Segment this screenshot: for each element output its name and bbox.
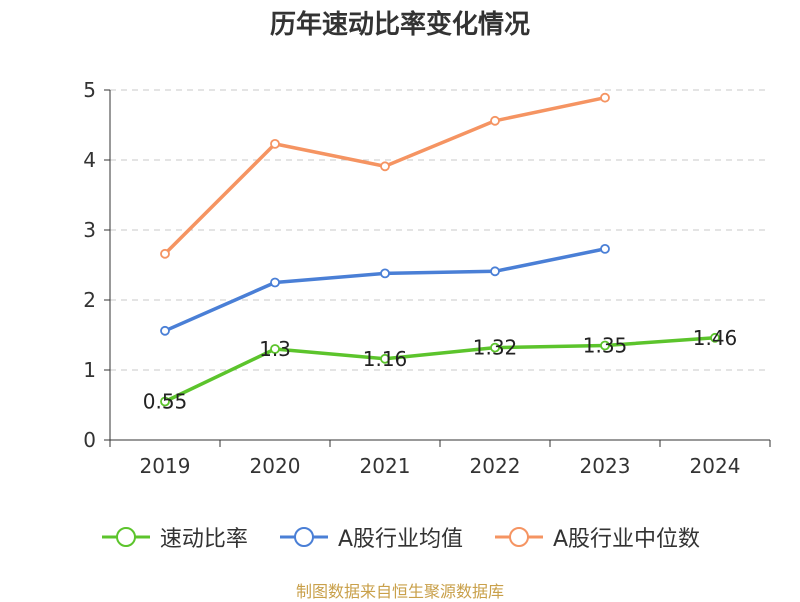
x-tick-label: 2019 — [140, 454, 191, 478]
data-label: 0.55 — [143, 390, 188, 414]
y-tick-label: 5 — [83, 78, 96, 102]
data-point — [380, 161, 390, 172]
y-axis-ticks: 0 1 2 3 4 5 — [83, 78, 110, 452]
data-label: 1.46 — [693, 326, 738, 350]
data-point — [490, 115, 500, 126]
data-point — [380, 268, 390, 279]
x-tick-label: 2023 — [580, 454, 631, 478]
x-tick-label: 2022 — [470, 454, 521, 478]
y-tick-label: 4 — [83, 148, 96, 172]
source-note: 制图数据来自恒生聚源数据库 — [295, 582, 504, 601]
legend-swatch-icon — [495, 527, 543, 547]
series-line — [164, 247, 606, 333]
legend-label: 速动比率 — [159, 527, 248, 552]
data-point — [710, 332, 720, 343]
legend-item[interactable]: 速动比率 — [100, 521, 248, 553]
legend-item[interactable]: A股行业均值 — [278, 521, 463, 553]
y-tick-label: 3 — [83, 218, 96, 242]
data-point — [270, 277, 280, 288]
legend: 速动比率 A股行业均值 A股行业中位数 — [0, 517, 800, 557]
data-point — [160, 325, 170, 336]
data-label: 1.35 — [583, 334, 628, 358]
legend-label: A股行业均值 — [337, 527, 463, 552]
data-label: 1.32 — [473, 336, 518, 360]
data-point — [270, 344, 280, 354]
grid-lines — [110, 89, 770, 371]
legend-swatch-icon — [101, 527, 150, 547]
x-tick-label: 2024 — [690, 454, 741, 478]
data-point — [160, 396, 170, 407]
data-point — [380, 353, 390, 364]
data-point — [600, 340, 610, 351]
legend-label: A股行业中位数 — [553, 527, 701, 552]
data-point — [160, 248, 170, 259]
data-point — [490, 266, 500, 277]
line-chart: 0 1 2 3 4 5 2019 2020 2021 2022 2023 2024 0.55 1.3 1… — [83, 78, 771, 478]
y-tick-label: 1 — [83, 358, 96, 382]
data-label: 1.3 — [259, 337, 291, 361]
data-point — [490, 342, 500, 353]
legend-swatch-icon — [279, 527, 328, 547]
series-line — [164, 336, 716, 404]
data-label: 1.16 — [363, 347, 408, 371]
x-tick-label: 2020 — [250, 454, 301, 478]
y-tick-label: 2 — [83, 288, 96, 312]
data-labels: 0.55 1.3 1.16 1.32 1.35 1.46 — [143, 326, 738, 414]
legend-item[interactable]: A股行业中位数 — [493, 521, 700, 553]
y-tick-label: 0 — [83, 428, 96, 452]
data-point — [600, 243, 610, 254]
data-point — [600, 92, 610, 103]
data-point — [270, 138, 280, 149]
series-lines — [160, 92, 720, 407]
x-axis-ticks: 2019 2020 2021 2022 2023 2024 — [109, 440, 771, 478]
x-tick-label: 2021 — [360, 454, 411, 478]
chart-title: 历年速动比率变化情况 — [269, 10, 530, 40]
